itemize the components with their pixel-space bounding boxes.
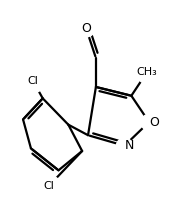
- Text: O: O: [149, 116, 159, 128]
- Text: CH₃: CH₃: [137, 67, 158, 77]
- Text: N: N: [124, 139, 134, 152]
- Text: O: O: [81, 22, 91, 35]
- Text: Cl: Cl: [43, 181, 54, 191]
- Text: Cl: Cl: [28, 76, 38, 86]
